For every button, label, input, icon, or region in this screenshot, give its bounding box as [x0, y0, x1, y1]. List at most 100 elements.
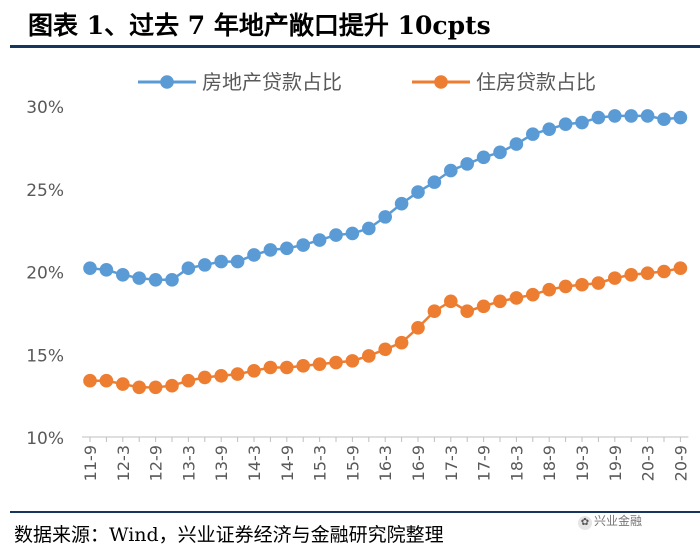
data-point	[329, 228, 343, 242]
x-tick-label: 12-3	[114, 445, 133, 481]
data-point	[460, 304, 475, 319]
data-point	[83, 373, 97, 388]
data-point	[476, 150, 491, 165]
legend-label: 住房贷款占比	[476, 70, 596, 94]
x-tick-label: 16-3	[376, 445, 395, 481]
data-point	[345, 354, 360, 368]
data-point	[263, 360, 278, 375]
x-tick-label: 17-3	[442, 445, 461, 481]
series-line	[89, 114, 681, 282]
data-point	[427, 175, 442, 189]
data-point	[247, 364, 261, 378]
data-point	[575, 277, 589, 292]
series-layer	[83, 109, 688, 395]
data-point	[99, 373, 114, 388]
legend-swatch-marker	[434, 75, 448, 89]
series-2	[83, 261, 688, 395]
data-point	[509, 137, 524, 151]
chart-title: 图表 1、过去 7 年地产敞口提升 10cpts	[28, 11, 491, 40]
title-divider	[10, 45, 700, 48]
data-point	[394, 335, 409, 350]
x-tick-label: 15-9	[343, 445, 362, 481]
x-tick-label: 17-9	[475, 445, 494, 481]
watermark-text: 兴业金融	[594, 514, 643, 528]
x-tick-label: 16-9	[409, 445, 428, 481]
y-tick-label: 15%	[26, 346, 64, 366]
legend-swatch-marker	[160, 75, 174, 89]
data-point	[460, 157, 475, 171]
data-point	[378, 210, 393, 224]
data-point	[181, 261, 196, 275]
data-point	[99, 263, 114, 277]
x-tick-label: 20-9	[671, 445, 690, 481]
data-point	[312, 357, 327, 371]
data-point	[591, 276, 606, 290]
watermark: ✿ 兴业金融	[578, 512, 642, 530]
data-point	[509, 291, 524, 305]
x-tick-label: 12-9	[147, 445, 166, 481]
x-axis: 11-9 12-3 12-9 13-3 13-9 14-3 14-9 15-3 15-9 16-3…	[81, 436, 690, 481]
source-note: 数据来源：Wind，兴业证券经济与金融研究院整理	[14, 524, 444, 546]
data-point	[378, 342, 393, 357]
y-tick-label: 10%	[26, 429, 64, 449]
data-point	[214, 368, 228, 383]
data-point	[263, 243, 278, 257]
data-point	[558, 117, 573, 132]
data-point	[624, 109, 638, 123]
data-point	[673, 110, 688, 125]
y-tick-label: 30%	[26, 98, 64, 118]
line-chart: 房地产贷款占比 住房贷款占比 10% 15% 20% 25% 30% 11-9 12-3 12…	[26, 70, 690, 481]
x-tick-label: 19-9	[606, 445, 625, 481]
chart-legend: 房地产贷款占比 住房贷款占比	[138, 70, 596, 94]
legend-label: 房地产贷款占比	[202, 70, 342, 94]
data-point	[198, 258, 212, 272]
data-point	[526, 287, 540, 302]
data-point	[657, 112, 671, 127]
data-point	[657, 264, 671, 279]
data-point	[608, 271, 622, 285]
data-point	[591, 110, 606, 125]
x-tick-label: 20-3	[639, 445, 658, 481]
data-point	[329, 355, 343, 370]
data-point	[444, 294, 458, 309]
y-axis: 10% 15% 20% 25% 30%	[26, 98, 64, 449]
data-point	[411, 185, 425, 199]
data-point	[296, 359, 311, 373]
data-point	[165, 378, 179, 393]
data-point	[230, 254, 245, 269]
data-point	[148, 380, 163, 395]
series-line	[90, 266, 681, 389]
data-point	[362, 221, 376, 236]
data-point	[132, 271, 146, 285]
data-point	[247, 248, 261, 262]
data-point	[198, 370, 212, 385]
x-tick-label: 14-3	[245, 445, 264, 481]
data-point	[148, 272, 163, 287]
data-point	[542, 282, 556, 297]
data-point	[280, 241, 294, 256]
data-point	[476, 299, 491, 314]
x-tick-label: 18-3	[507, 445, 526, 481]
wechat-icon: ✿	[578, 516, 592, 530]
x-tick-label: 14-9	[278, 445, 297, 481]
x-tick-label: 15-3	[311, 445, 330, 481]
data-point	[411, 320, 425, 335]
data-point	[280, 360, 294, 375]
data-point	[116, 377, 130, 391]
x-tick-label: 18-9	[540, 445, 559, 481]
data-point	[542, 122, 556, 136]
data-point	[230, 367, 245, 381]
data-point	[116, 268, 130, 282]
data-point	[493, 145, 507, 160]
data-point	[394, 196, 409, 211]
data-point	[345, 226, 360, 241]
data-point	[214, 254, 228, 269]
x-tick-label: 13-9	[212, 445, 231, 481]
data-point	[312, 233, 327, 247]
data-point	[673, 261, 688, 275]
series-1	[83, 109, 688, 287]
data-point	[427, 304, 442, 319]
data-point	[296, 238, 311, 252]
data-point	[83, 261, 97, 275]
data-point	[640, 266, 655, 280]
